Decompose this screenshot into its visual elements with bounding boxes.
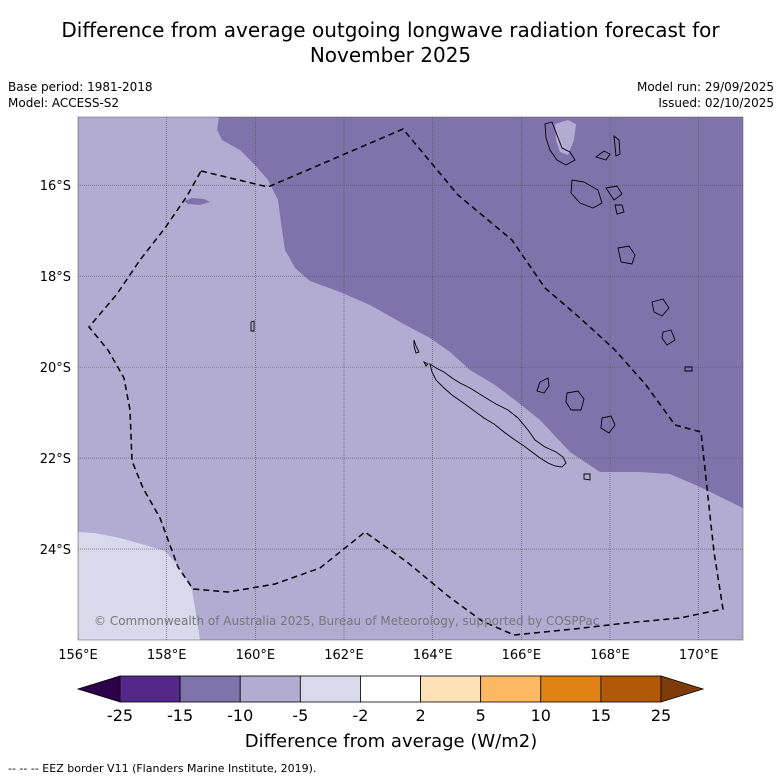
colorbar-extend-low xyxy=(76,675,121,703)
colorbar-segment xyxy=(540,675,602,703)
eez-legend-note: -- -- -- EEZ border V11 (Flanders Marine… xyxy=(8,762,317,775)
island xyxy=(570,179,603,209)
island xyxy=(614,204,625,215)
region-vanuatu-patch xyxy=(555,120,576,155)
island xyxy=(536,377,550,394)
colorbar: -25 -15 -10 -5 -2 2 5 10 15 25 xyxy=(76,675,705,725)
island xyxy=(422,360,429,367)
coastlines xyxy=(250,121,693,481)
region-small-patch xyxy=(184,198,210,205)
colorbar-tick-label: -15 xyxy=(167,706,193,725)
island xyxy=(413,339,420,354)
colorbar-segment xyxy=(360,675,421,703)
x-tick-label: 168°E xyxy=(590,648,630,663)
colorbar-segment xyxy=(480,675,542,703)
island xyxy=(250,320,255,332)
colorbar-label: Difference from average (W/m2) xyxy=(245,731,537,752)
colorbar-segment xyxy=(179,675,241,703)
meta-left: Base period: 1981-2018 Model: ACCESS-S2 xyxy=(8,79,153,111)
map-frame xyxy=(77,116,744,641)
x-tick-label: 166°E xyxy=(502,648,542,663)
x-tick-label: 156°E xyxy=(58,648,98,663)
x-tick-label: 158°E xyxy=(147,648,187,663)
colorbar-tick-label: 15 xyxy=(591,706,611,725)
island xyxy=(617,245,636,265)
island xyxy=(605,185,623,201)
colorbar-tick-label: -10 xyxy=(227,706,253,725)
title-line-1: Difference from average outgoing longwav… xyxy=(61,18,720,42)
y-tick-label: 16°S xyxy=(40,179,71,194)
base-period: Base period: 1981-2018 xyxy=(8,80,153,94)
island xyxy=(651,298,670,317)
colorbar-tick-label: -25 xyxy=(107,706,133,725)
x-axis: 156°E 158°E 160°E 162°E 164°E 166°E 168°E 170°E xyxy=(58,648,718,663)
colorbar-segment xyxy=(420,675,482,703)
x-tick-label: 160°E xyxy=(236,648,276,663)
colorbar-tick-label: -2 xyxy=(352,706,368,725)
region-minus5-to-minus2 xyxy=(78,532,200,640)
island xyxy=(565,390,585,411)
island xyxy=(684,366,693,372)
colorbar-tick-label: 10 xyxy=(531,706,551,725)
island xyxy=(583,473,591,481)
map-area: © Commonwealth of Australia 2025, Bureau… xyxy=(78,117,743,640)
colorbar-tick-label: 25 xyxy=(651,706,671,725)
island xyxy=(544,121,576,166)
region-minus15-to-minus10 xyxy=(217,117,743,508)
copyright-notice: © Commonwealth of Australia 2025, Bureau… xyxy=(94,614,599,628)
island xyxy=(600,415,616,434)
colorbar-segment xyxy=(600,675,662,703)
colorbar-tick-label: 2 xyxy=(415,706,425,725)
island xyxy=(613,134,621,157)
chart-title: Difference from average outgoing longwav… xyxy=(0,18,781,68)
island xyxy=(595,150,611,161)
model-name: Model: ACCESS-S2 xyxy=(8,96,120,110)
y-tick-label: 22°S xyxy=(40,452,71,467)
colorbar-segment xyxy=(299,675,361,703)
eez-border xyxy=(88,128,724,636)
new-caledonia-coast xyxy=(429,362,567,468)
model-run: Model run: 29/09/2025 xyxy=(636,80,774,94)
x-tick-label: 164°E xyxy=(413,648,453,663)
title-line-2: November 2025 xyxy=(309,43,472,67)
issued-date: Issued: 02/10/2025 xyxy=(658,96,774,110)
colorbar-extend-high xyxy=(660,675,705,703)
y-tick-label: 24°S xyxy=(40,543,71,558)
x-tick-label: 162°E xyxy=(324,648,364,663)
meta-right: Model run: 29/09/2025 Issued: 02/10/2025 xyxy=(637,79,774,111)
colorbar-segment xyxy=(239,675,301,703)
colorbar-tick-label: -5 xyxy=(292,706,308,725)
y-tick-label: 18°S xyxy=(40,270,71,285)
island xyxy=(661,329,676,346)
x-tick-label: 170°E xyxy=(679,648,719,663)
gridlines xyxy=(78,117,743,640)
colorbar-segment xyxy=(119,675,181,703)
y-tick-label: 20°S xyxy=(40,361,71,376)
colorbar-tick-label: 5 xyxy=(476,706,486,725)
y-axis: 16°S 18°S 20°S 22°S 24°S xyxy=(40,179,71,558)
